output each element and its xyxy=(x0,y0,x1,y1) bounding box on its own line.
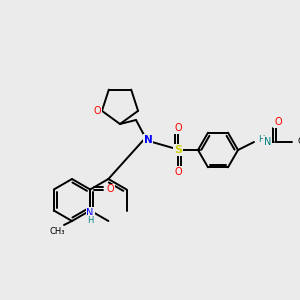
Text: N: N xyxy=(264,137,272,147)
Text: O: O xyxy=(174,167,182,177)
Text: S: S xyxy=(174,145,182,155)
Text: N: N xyxy=(86,208,94,218)
Text: H: H xyxy=(87,216,93,225)
Text: O: O xyxy=(274,117,282,127)
Text: H: H xyxy=(258,136,264,145)
Text: CH₃: CH₃ xyxy=(49,226,65,236)
Text: O: O xyxy=(106,184,114,194)
Text: CH₃: CH₃ xyxy=(298,137,300,146)
Text: O: O xyxy=(93,106,101,116)
Text: N: N xyxy=(144,135,152,145)
Text: O: O xyxy=(174,123,182,133)
